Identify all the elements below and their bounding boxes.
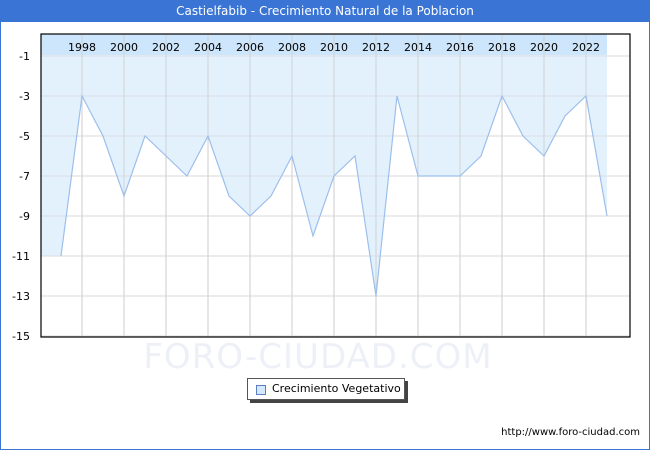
x-tick-label: 2022: [572, 41, 600, 54]
x-tick-label: 2004: [194, 41, 222, 54]
source-url[interactable]: http://www.foro-ciudad.com: [501, 427, 640, 438]
y-tick-label: -3: [19, 90, 30, 103]
x-tick-label: 2000: [110, 41, 138, 54]
x-tick-label: 2016: [446, 41, 474, 54]
x-tick-label: 2010: [320, 41, 348, 54]
y-tick-label: -9: [19, 210, 30, 223]
y-tick-label: -7: [19, 170, 30, 183]
plot-border: [40, 33, 631, 338]
legend: Crecimiento Vegetativo: [247, 378, 405, 400]
x-tick-label: 2006: [236, 41, 264, 54]
x-tick-label: 2012: [362, 41, 390, 54]
y-axis-ticks: -1 -3 -5 -7 -9 -11 -13 -15: [12, 50, 30, 343]
x-tick-label: 1998: [68, 41, 96, 54]
y-tick-label: -5: [19, 130, 30, 143]
y-tick-label: -15: [12, 330, 30, 343]
x-tick-label: 2020: [530, 41, 558, 54]
legend-label: Crecimiento Vegetativo: [272, 382, 401, 395]
chart-title: Castielfabib - Crecimiento Natural de la…: [0, 0, 650, 22]
legend-swatch-icon: [256, 385, 266, 395]
x-tick-label: 2018: [488, 41, 516, 54]
x-tick-label: 2002: [152, 41, 180, 54]
x-tick-label: 2014: [404, 41, 432, 54]
data-area: [41, 34, 630, 337]
watermark: FORO-CIUDAD.COM: [143, 337, 492, 377]
y-tick-label: -1: [19, 50, 30, 63]
x-tick-label: 2008: [278, 41, 306, 54]
y-tick-label: -11: [12, 250, 30, 263]
y-tick-label: -13: [12, 290, 30, 303]
x-axis-ticks: 1998 2000 2002 2004 2006 2008 2010 2012 2014 2016…: [68, 41, 600, 54]
